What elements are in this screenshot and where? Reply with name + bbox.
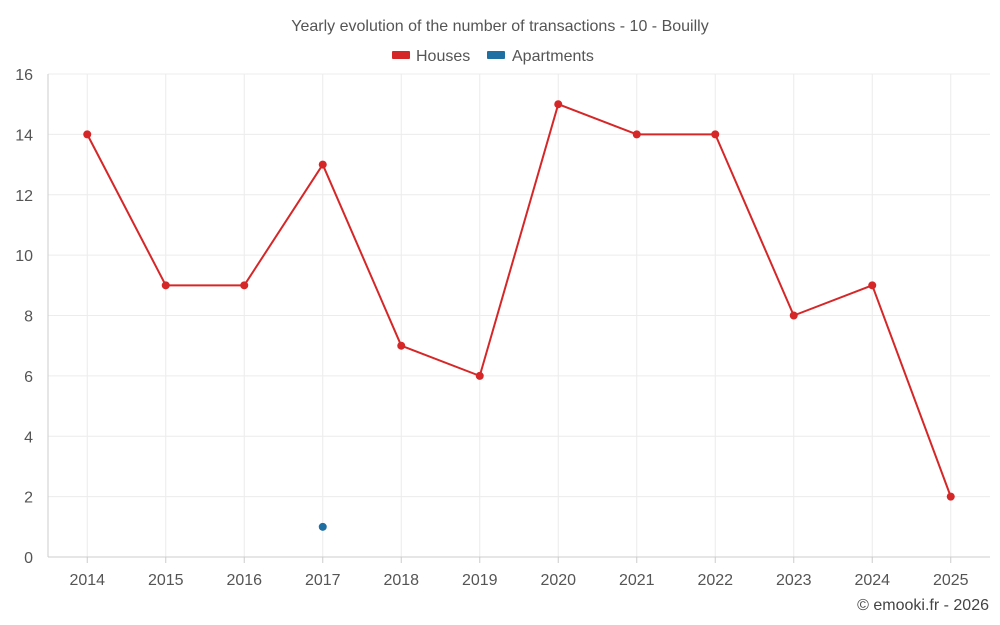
y-tick-label: 8 [24,309,33,326]
data-point-houses[interactable] [83,130,92,139]
data-point-houses[interactable] [946,492,955,501]
x-tick-label: 2014 [69,572,105,589]
data-point-houses[interactable] [397,341,406,350]
legend-swatch-apartments [487,51,505,59]
data-point-houses[interactable] [711,130,720,139]
y-tick-label: 16 [15,67,33,84]
x-tick-label: 2019 [462,572,498,589]
y-tick-label: 4 [24,429,33,446]
legend-swatch-houses [392,51,410,59]
x-tick-label: 2024 [854,572,890,589]
grid [48,73,990,557]
plot-area [83,100,955,531]
legend: Houses Apartments [392,48,594,65]
legend-item-apartments[interactable]: Apartments [487,48,594,65]
y-tick-label: 12 [15,188,33,205]
y-tick-label: 10 [15,248,33,265]
data-point-houses[interactable] [318,160,327,169]
x-tick-label: 2025 [933,572,969,589]
x-tick-label: 2017 [305,572,341,589]
chart-title: Yearly evolution of the number of transa… [291,18,708,35]
x-tick-label: 2015 [148,572,184,589]
data-point-houses[interactable] [475,371,484,380]
series-line-houses [86,103,952,497]
x-tick-label: 2022 [697,572,733,589]
legend-item-houses[interactable]: Houses [392,48,470,65]
y-tick-label: 14 [15,127,33,144]
y-tick-label: 6 [24,369,33,386]
data-point-houses[interactable] [789,311,798,320]
x-tick-label: 2016 [226,572,262,589]
x-tick-label: 2023 [776,572,812,589]
y-tick-label: 0 [24,550,33,567]
legend-label-houses: Houses [416,48,470,65]
data-point-houses[interactable] [240,281,249,290]
data-point-houses[interactable] [632,130,641,139]
axes: 0 2 4 6 8 10 12 14 16 2014 2015 2016 2017 2018 2019 202… [15,67,990,589]
legend-label-apartments: Apartments [512,48,594,65]
y-tick-label: 2 [24,490,33,507]
x-tick-label: 2020 [540,572,576,589]
data-point-houses[interactable] [868,281,877,290]
x-tick-label: 2021 [619,572,655,589]
data-point-houses[interactable] [161,281,170,290]
x-tick-label: 2018 [383,572,419,589]
data-point-houses[interactable] [554,100,563,109]
credit-text: © emooki.fr - 2026 [857,597,989,614]
data-point-apartments[interactable] [318,522,327,531]
